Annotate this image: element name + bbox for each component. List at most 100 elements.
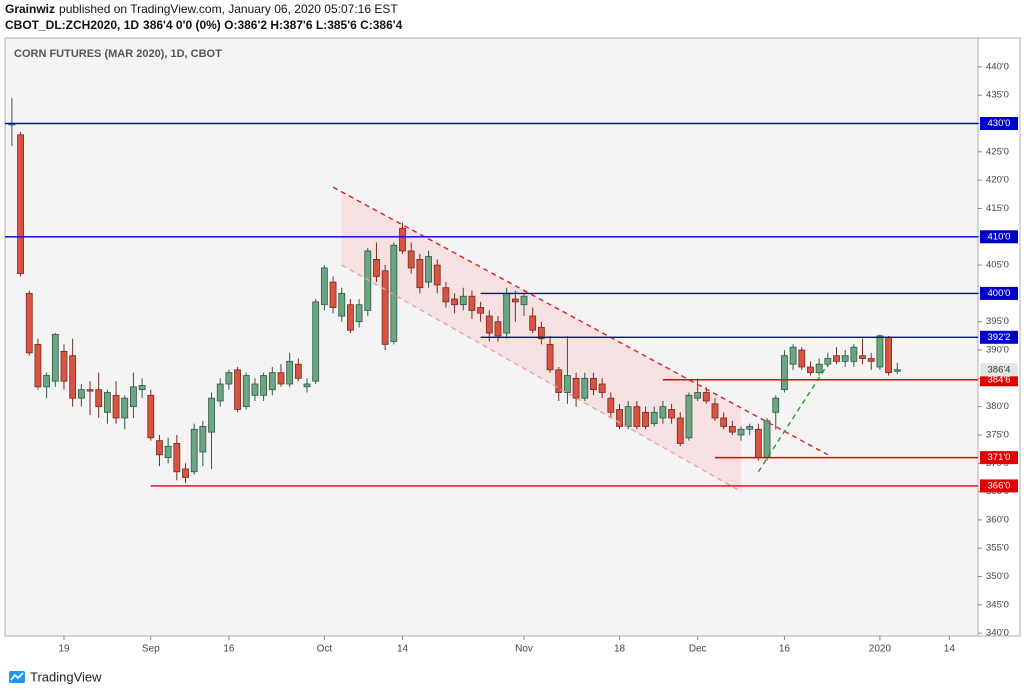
candle-body [242, 375, 250, 408]
level-label: 400'0 [988, 288, 1011, 299]
x-tick-label: 18 [614, 644, 626, 655]
candle-body [598, 383, 606, 393]
quote: 386'4 0'0 (0%) O:386'2 H:387'6 L:385'6 C… [143, 18, 403, 32]
candle-body [138, 385, 146, 391]
candle-body [581, 377, 589, 399]
candle-body [807, 366, 814, 374]
candle-body [199, 426, 207, 453]
candle-body [34, 343, 42, 388]
author: Grainwiz [5, 2, 55, 16]
candle-body [841, 355, 849, 362]
y-tick-label: 375'0 [986, 429, 1009, 440]
level-label: 392'2 [988, 332, 1011, 343]
candle-body [555, 369, 563, 393]
logo-glyph [10, 672, 24, 681]
candle-body [173, 443, 181, 473]
candle-body [77, 389, 85, 399]
candle-body [564, 375, 571, 393]
level-label: 366'0 [988, 480, 1011, 491]
candle-body [277, 372, 285, 385]
candle-body [477, 307, 485, 314]
candle-body [95, 389, 103, 408]
brand: TradingView [30, 669, 102, 684]
x-tick-label: 16 [223, 644, 235, 655]
level-tag [980, 230, 1018, 244]
candle-body [772, 397, 780, 413]
candle-body [381, 270, 389, 345]
candle-body [529, 315, 537, 331]
candle-body [17, 134, 24, 274]
candle-body [798, 349, 806, 368]
trendline [757, 363, 829, 473]
candle-body [268, 372, 276, 391]
candle-body [659, 406, 667, 419]
candle-body [616, 409, 623, 427]
candle-body [859, 355, 866, 359]
candle-body [650, 411, 658, 425]
candle-body [737, 428, 745, 436]
candle-body [156, 440, 163, 456]
candle-body [286, 360, 294, 385]
y-tick-label: 380'0 [986, 401, 1009, 412]
y-tick-label: 415'0 [986, 203, 1009, 214]
candle-body [260, 375, 268, 396]
candle-body [494, 321, 502, 337]
candle-body [485, 315, 493, 334]
y-tick-label: 425'0 [986, 146, 1009, 157]
y-tick-label: 395'0 [986, 316, 1009, 327]
candle-body [60, 351, 68, 382]
candle-body [43, 375, 51, 388]
symbol: CBOT_DL:ZCH2020, 1D [5, 18, 139, 32]
y-tick-label: 360'0 [986, 514, 1009, 525]
level-tag [980, 286, 1018, 300]
candle-body [867, 358, 875, 362]
candle-body [885, 336, 892, 374]
candle-body [676, 417, 684, 444]
last-price-tag [980, 363, 1018, 377]
candle-body [511, 298, 519, 303]
candle-body [572, 377, 580, 399]
candle-body [876, 335, 884, 368]
y-tick-label: 440'0 [986, 61, 1009, 72]
candle-body [459, 295, 467, 306]
level-tag [980, 451, 1018, 465]
y-tick-label: 420'0 [986, 175, 1009, 186]
x-tick-label: Nov [515, 644, 533, 655]
candle-body [182, 468, 189, 478]
candle-body [147, 394, 155, 439]
candle-body [347, 304, 354, 331]
candle-body [329, 281, 337, 308]
candle-body [51, 334, 59, 382]
candle-body [451, 298, 458, 306]
candle-body [537, 326, 545, 340]
x-tick-label: Oct [317, 644, 333, 655]
candle-body [373, 259, 380, 277]
level-tag [980, 479, 1018, 493]
candle-body [234, 369, 241, 410]
candle-body [720, 417, 728, 427]
y-tick-label: 390'0 [986, 345, 1009, 356]
candle-body [789, 346, 797, 365]
level-label: 384'6 [988, 374, 1011, 385]
candle-body [850, 346, 858, 362]
plot-layer [5, 98, 978, 493]
y-tick-label: 435'0 [986, 90, 1009, 101]
candle-body [728, 426, 736, 433]
y-tick-label: 355'0 [986, 543, 1009, 554]
candle-body [442, 287, 450, 303]
candle-body [746, 426, 754, 430]
trendline [341, 264, 742, 493]
candle-body [225, 372, 233, 385]
candle-body [190, 428, 198, 473]
candle-body [216, 383, 224, 402]
candle-body [763, 420, 771, 459]
x-tick-label: 14 [397, 644, 409, 655]
y-tick-label: 340'0 [986, 628, 1009, 639]
candle-body [520, 295, 528, 306]
level-label: 410'0 [988, 231, 1011, 242]
x-tick-label: 19 [58, 644, 70, 655]
header-line-1: Grainwiz published on TradingView.com, Ja… [5, 2, 398, 16]
candle-body [25, 292, 33, 354]
header-line-2: CBOT_DL:ZCH2020, 1D 386'4 0'0 (0%) O:386'… [5, 18, 403, 32]
